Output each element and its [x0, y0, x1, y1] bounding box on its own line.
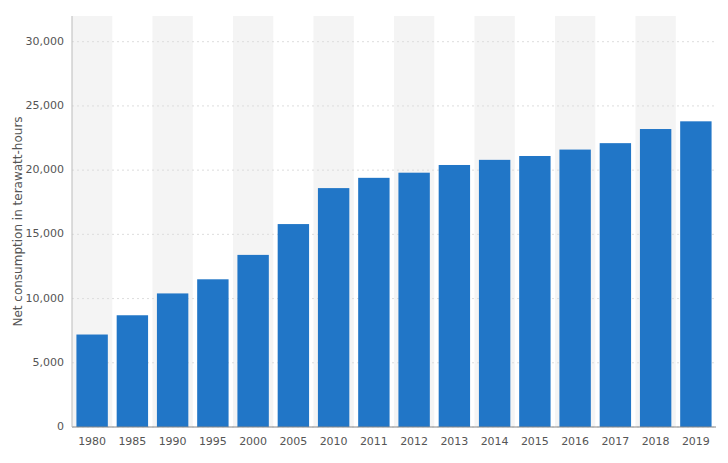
column-band	[394, 16, 434, 427]
x-tick-label: 2011	[360, 435, 388, 448]
y-grid	[72, 42, 716, 427]
x-tick-label: 2014	[481, 435, 509, 448]
x-tick-label: 2013	[440, 435, 468, 448]
bar	[519, 156, 550, 427]
y-tick-labels: 0 5,000 10,000 15,000 20,000 25,000 30,000	[26, 35, 65, 433]
bar	[318, 188, 349, 427]
y-tick-label: 0	[57, 420, 64, 433]
y-tick-label: 5,000	[33, 356, 65, 369]
x-axis-line	[72, 427, 716, 428]
x-tick-label: 1980	[78, 435, 106, 448]
grid-line	[72, 41, 716, 42]
x-tick-label: 2015	[521, 435, 549, 448]
bar	[76, 335, 107, 427]
grid-line	[72, 427, 716, 428]
x-tick-labels: 1980 1985 1990 1995 2000 2005 2010 2011 2012 2013…	[78, 435, 710, 448]
x-tick-label: 1985	[118, 435, 146, 448]
y-tick-label: 25,000	[26, 99, 65, 112]
x-tick-label: 2016	[561, 435, 589, 448]
column-band	[233, 16, 273, 427]
x-tick-label: 2018	[642, 435, 670, 448]
x-tick-label: 1995	[199, 435, 227, 448]
bar	[479, 160, 510, 427]
bar	[640, 129, 671, 427]
y-tick-label: 20,000	[26, 163, 65, 176]
y-axis-line	[72, 16, 73, 427]
bar	[358, 178, 389, 427]
bar	[278, 224, 309, 427]
bar	[439, 165, 470, 427]
bar	[117, 315, 148, 427]
y-tick-label: 15,000	[26, 227, 65, 240]
x-tick-label: 2012	[400, 435, 428, 448]
y-tick-label: 30,000	[26, 35, 65, 48]
column-band	[636, 16, 676, 427]
column-band	[72, 16, 112, 427]
bar	[680, 121, 711, 427]
column-bands	[72, 16, 676, 427]
grid-line	[72, 105, 716, 106]
x-tick-label: 2000	[239, 435, 267, 448]
column-band	[314, 16, 354, 427]
x-tick-label: 2005	[279, 435, 307, 448]
bar	[157, 293, 188, 427]
column-band	[555, 16, 595, 427]
bar	[600, 143, 631, 427]
y-axis-label: Net consumption in terawatt-hours	[11, 116, 25, 326]
x-tick-label: 1990	[159, 435, 187, 448]
bar	[197, 279, 228, 427]
column-band	[153, 16, 193, 427]
x-tick-label: 2019	[682, 435, 710, 448]
bar	[398, 173, 429, 427]
x-tick-label: 2010	[320, 435, 348, 448]
y-tick-label: 10,000	[26, 292, 65, 305]
chart-container: 0 5,000 10,000 15,000 20,000 25,000 30,000 1980…	[0, 0, 728, 463]
bars	[76, 121, 711, 427]
chart: 0 5,000 10,000 15,000 20,000 25,000 30,000 1980…	[0, 0, 728, 463]
x-tick-label: 2017	[601, 435, 629, 448]
bar	[237, 255, 268, 427]
column-band	[475, 16, 515, 427]
bar	[559, 150, 590, 427]
